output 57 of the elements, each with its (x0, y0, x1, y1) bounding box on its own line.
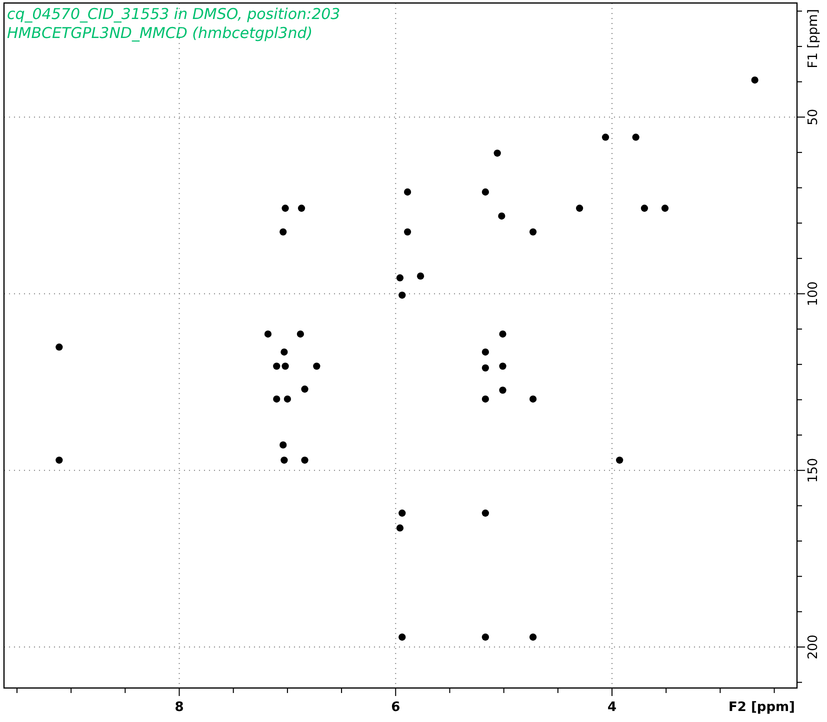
point (482, 395, 489, 403)
point (482, 634, 489, 641)
y-tick-label: 100 (806, 281, 821, 306)
chart-title: cq_04570_CID_31553 in DMSO, position:203 (7, 5, 340, 23)
point (280, 348, 288, 356)
point (298, 204, 306, 212)
x-tick-label: 4 (607, 700, 617, 715)
point (640, 204, 648, 212)
point (273, 362, 280, 370)
point (398, 292, 406, 299)
point (282, 204, 289, 212)
point (498, 212, 506, 220)
point (404, 228, 412, 236)
point (482, 364, 489, 372)
point (301, 456, 308, 464)
point (529, 395, 537, 403)
point (482, 510, 489, 517)
point (56, 344, 63, 351)
point (313, 362, 320, 370)
point (280, 228, 287, 236)
point (632, 134, 640, 141)
point (751, 76, 758, 84)
point (529, 228, 537, 236)
point (396, 274, 404, 282)
x-tick-label: 6 (391, 700, 400, 715)
point (482, 348, 489, 356)
point (404, 188, 412, 196)
point (280, 456, 288, 464)
point (56, 456, 63, 464)
point (499, 362, 506, 370)
point (398, 510, 406, 517)
point (482, 188, 489, 196)
y-tick-label: 150 (806, 458, 821, 483)
point (499, 386, 506, 394)
point (529, 634, 537, 641)
point (280, 441, 287, 449)
x-axis-title: F2 [ppm] (728, 700, 795, 715)
point (282, 362, 289, 370)
point (398, 634, 406, 641)
point (301, 386, 308, 393)
x-tick-label: 8 (174, 700, 184, 715)
point (576, 204, 584, 212)
y-axis-title: F1 [ppm] (806, 9, 821, 68)
point (602, 134, 610, 141)
point (273, 395, 280, 403)
point (284, 395, 292, 403)
point (499, 330, 506, 338)
point (661, 204, 669, 212)
text: HMBCETGPL3ND_MMCD (hmbcetgpl3nd) (7, 24, 313, 42)
point (616, 456, 624, 464)
point (296, 330, 304, 338)
point (494, 150, 501, 157)
y-tick-label: 50 (806, 108, 821, 126)
point (264, 330, 272, 338)
y-tick-label: 200 (806, 634, 821, 660)
point (416, 272, 424, 280)
point (396, 524, 404, 532)
